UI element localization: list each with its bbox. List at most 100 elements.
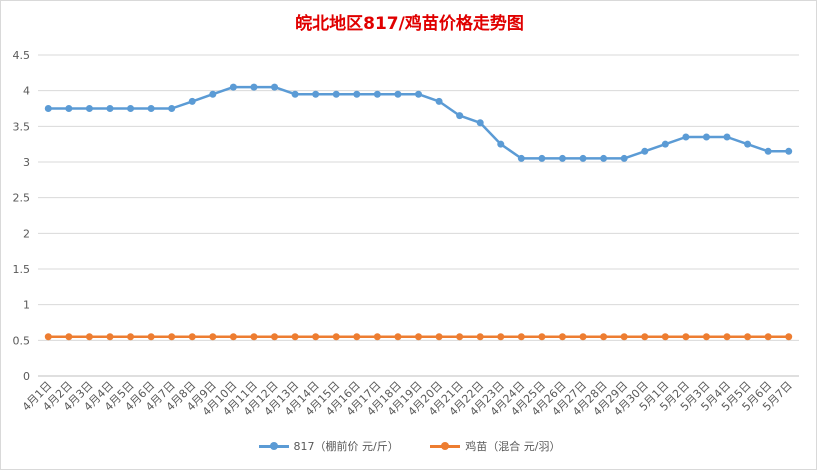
data-point-0 — [682, 133, 690, 141]
data-point-0 — [85, 105, 93, 112]
data-point-0 — [497, 140, 505, 148]
data-point-1 — [147, 333, 155, 341]
legend-item-817[interactable]: 817（棚前价 元/斤） — [258, 438, 399, 454]
data-point-0 — [517, 154, 525, 162]
data-point-0 — [702, 133, 710, 141]
data-point-0 — [723, 133, 731, 141]
data-point-0 — [558, 154, 566, 162]
data-point-0 — [65, 105, 73, 112]
data-point-1 — [558, 333, 566, 341]
y-tick-label: 3.5 — [13, 120, 31, 133]
data-point-1 — [332, 333, 340, 341]
data-point-1 — [85, 333, 93, 341]
legend-swatch-chick — [430, 441, 461, 451]
data-point-1 — [661, 333, 669, 341]
data-point-0 — [271, 83, 279, 91]
data-point-1 — [456, 333, 464, 341]
series-line-0 — [47, 85, 790, 160]
data-point-0 — [620, 154, 628, 162]
data-point-0 — [353, 90, 361, 98]
data-point-0 — [579, 154, 587, 162]
legend-marker-chick — [441, 442, 450, 450]
data-point-0 — [250, 83, 258, 91]
data-point-0 — [641, 147, 649, 155]
legend-swatch-817 — [258, 441, 289, 451]
data-point-1 — [497, 333, 505, 341]
data-point-0 — [373, 90, 381, 98]
data-point-0 — [538, 154, 546, 162]
data-point-0 — [188, 97, 196, 105]
data-point-1 — [271, 333, 279, 341]
data-point-0 — [229, 83, 237, 91]
data-point-1 — [106, 333, 114, 341]
legend-label-817: 817（棚前价 元/斤） — [293, 440, 399, 453]
legend-marker-817 — [269, 442, 278, 450]
data-point-1 — [764, 333, 772, 341]
data-point-1 — [373, 333, 381, 341]
data-point-1 — [744, 333, 752, 341]
data-point-1 — [312, 333, 320, 341]
data-point-1 — [353, 333, 361, 341]
data-point-0 — [415, 90, 422, 98]
data-point-0 — [394, 90, 402, 98]
series-lines — [44, 83, 793, 341]
y-tick-label: 4 — [23, 85, 30, 98]
data-point-0 — [106, 105, 114, 112]
data-point-1 — [250, 333, 258, 341]
y-tick-label: 2 — [23, 227, 30, 240]
data-point-1 — [291, 333, 299, 341]
data-point-1 — [600, 333, 608, 341]
data-point-1 — [394, 333, 402, 341]
data-point-0 — [476, 119, 484, 127]
data-point-0 — [435, 97, 443, 105]
chart-title: 皖北地区817/鸡苗价格走势图 — [295, 14, 524, 34]
data-point-0 — [744, 140, 752, 148]
data-point-1 — [65, 333, 73, 341]
data-point-1 — [188, 333, 196, 341]
data-point-0 — [168, 105, 176, 112]
data-point-1 — [435, 333, 443, 341]
data-point-1 — [641, 333, 649, 341]
data-point-0 — [209, 90, 217, 98]
data-point-1 — [44, 333, 52, 341]
y-tick-label: 0.5 — [13, 334, 31, 347]
data-point-1 — [517, 333, 525, 341]
y-tick-label: 0 — [23, 370, 30, 383]
y-tick-label: 3 — [23, 156, 30, 169]
data-point-0 — [456, 112, 464, 120]
legend-label-chick: 鸡苗（混合 元/羽） — [465, 440, 561, 453]
gridlines — [38, 54, 799, 377]
data-point-0 — [127, 105, 135, 112]
data-point-0 — [147, 105, 155, 112]
data-point-1 — [538, 333, 546, 341]
data-point-1 — [127, 333, 135, 341]
data-point-0 — [332, 90, 340, 98]
data-point-0 — [661, 140, 669, 148]
data-point-1 — [682, 333, 690, 341]
data-point-0 — [291, 90, 299, 98]
y-axis-ticks: 0 0.5 1 1.5 2 2.5 3 3.5 4 4.5 — [13, 49, 31, 383]
data-point-1 — [229, 333, 237, 341]
data-point-1 — [702, 333, 710, 341]
y-tick-label: 2.5 — [13, 192, 31, 205]
x-axis-ticks: 4月1日4月2日4月3日4月4日4月5日4月6日4月7日4月8日4月9日4月10… — [20, 379, 795, 419]
y-tick-label: 1 — [23, 299, 30, 312]
y-tick-label: 4.5 — [13, 49, 31, 62]
data-point-1 — [579, 333, 587, 341]
data-point-0 — [44, 105, 52, 112]
data-point-1 — [209, 333, 217, 341]
y-tick-label: 1.5 — [13, 263, 31, 276]
data-point-0 — [785, 147, 793, 155]
data-point-1 — [723, 333, 731, 341]
data-point-1 — [620, 333, 628, 341]
legend-item-chick[interactable]: 鸡苗（混合 元/羽） — [430, 438, 560, 454]
data-point-1 — [785, 333, 793, 341]
data-point-1 — [168, 333, 176, 341]
legend: 817（棚前价 元/斤） 鸡苗（混合 元/羽） — [1, 438, 817, 454]
data-point-0 — [600, 154, 608, 162]
data-point-1 — [476, 333, 484, 341]
data-point-0 — [312, 90, 320, 98]
data-point-0 — [764, 147, 772, 155]
